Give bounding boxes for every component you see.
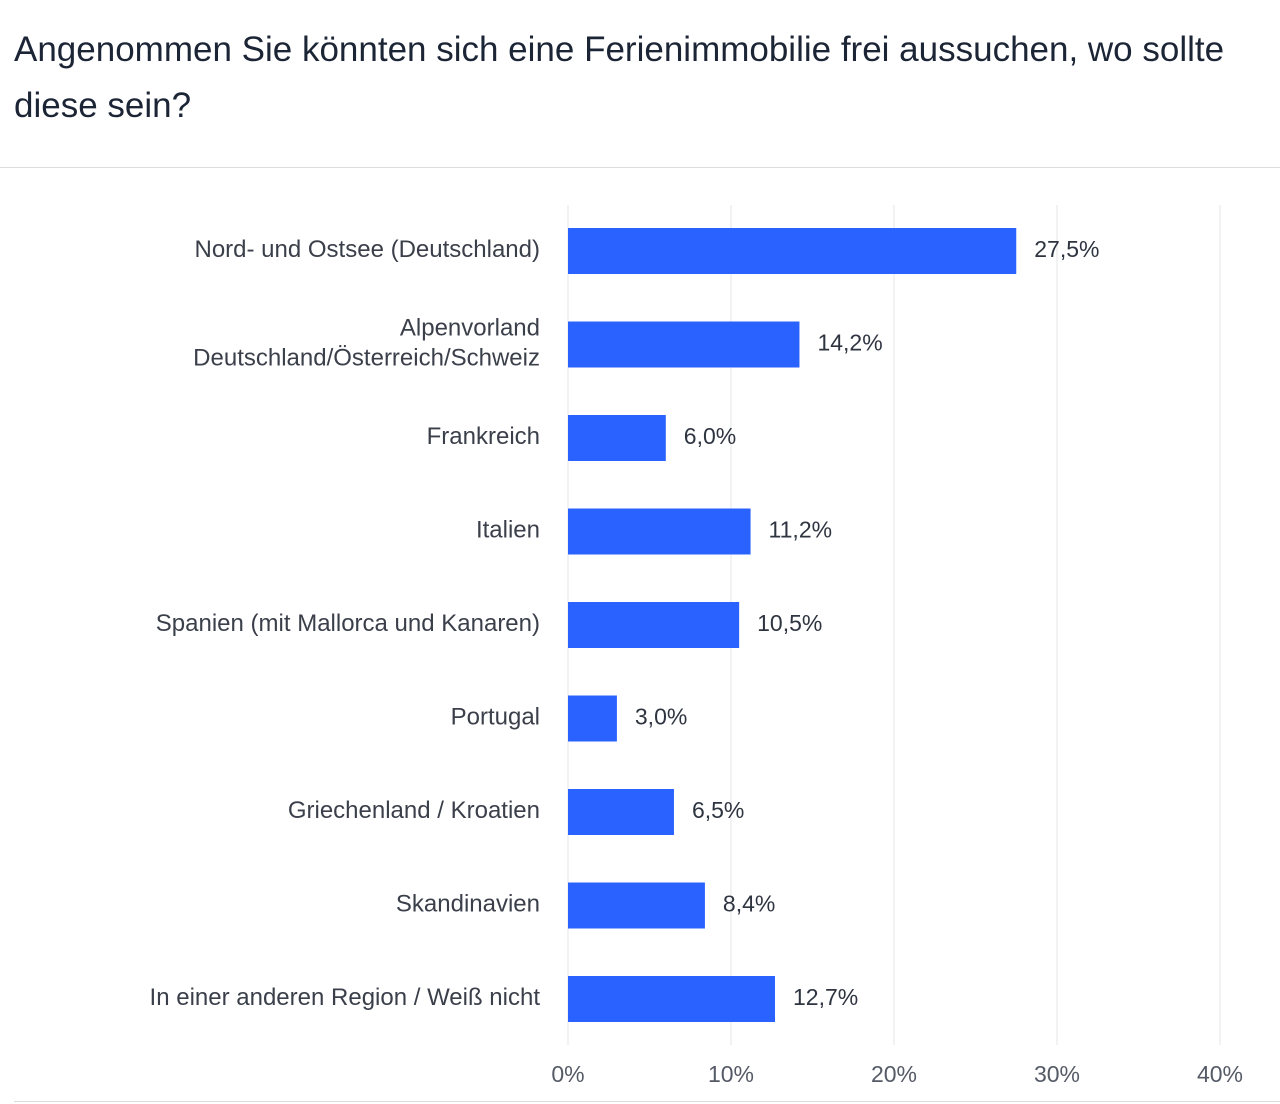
- bar: [568, 602, 740, 648]
- bar: [568, 228, 1017, 274]
- value-label: 10,5%: [757, 610, 822, 636]
- category-label: Skandinavien: [396, 891, 540, 918]
- value-label: 11,2%: [769, 517, 833, 543]
- bar: [568, 882, 705, 929]
- bar: [568, 976, 776, 1022]
- category-label: Portugal: [451, 704, 540, 731]
- category-label: Spanien (mit Mallorca und Kanaren): [156, 610, 540, 637]
- value-label: 27,5%: [1034, 236, 1099, 262]
- category-label: Nord- und Ostsee (Deutschland): [195, 236, 541, 263]
- value-label: 12,7%: [793, 984, 858, 1010]
- x-tick-label: 0%: [551, 1061, 584, 1087]
- x-tick-label: 40%: [1197, 1061, 1243, 1087]
- bar: [568, 508, 751, 555]
- category-label: Griechenland / Kroatien: [288, 797, 540, 824]
- bar: [568, 415, 666, 461]
- category-label: Italien: [476, 517, 540, 544]
- x-axis-ticks: 0% 10% 20% 30% 40%: [551, 1061, 1243, 1087]
- category-labels: Nord- und Ostsee (Deutschland) Alpenvorla…: [150, 236, 541, 1011]
- value-label: 6,5%: [692, 797, 744, 823]
- bar: [568, 695, 617, 742]
- x-tick-label: 10%: [708, 1061, 754, 1087]
- value-label: 3,0%: [635, 704, 687, 730]
- bars: [568, 228, 1017, 1022]
- x-tick-label: 20%: [871, 1061, 917, 1087]
- value-label: 6,0%: [684, 423, 736, 449]
- title-divider: [0, 167, 1280, 168]
- bar: [568, 321, 800, 368]
- bar: [568, 789, 674, 835]
- value-label: 8,4%: [723, 891, 775, 917]
- value-labels: 27,5% 14,2% 6,0% 11,2% 10,5% 3,0% 6,5% 8,4% 12,7…: [635, 236, 1100, 1010]
- category-label: In einer anderen Region / Weiß nicht: [150, 984, 541, 1011]
- category-label: Frankreich: [427, 423, 540, 450]
- value-label: 14,2%: [817, 330, 882, 356]
- chart-title: Angenommen Sie könnten sich eine Ferieni…: [14, 30, 1225, 125]
- category-label: Alpenvorland Deutschland/Österreich/Schwe…: [193, 315, 540, 372]
- x-tick-label: 30%: [1034, 1061, 1080, 1087]
- bottom-divider: [14, 1101, 1280, 1102]
